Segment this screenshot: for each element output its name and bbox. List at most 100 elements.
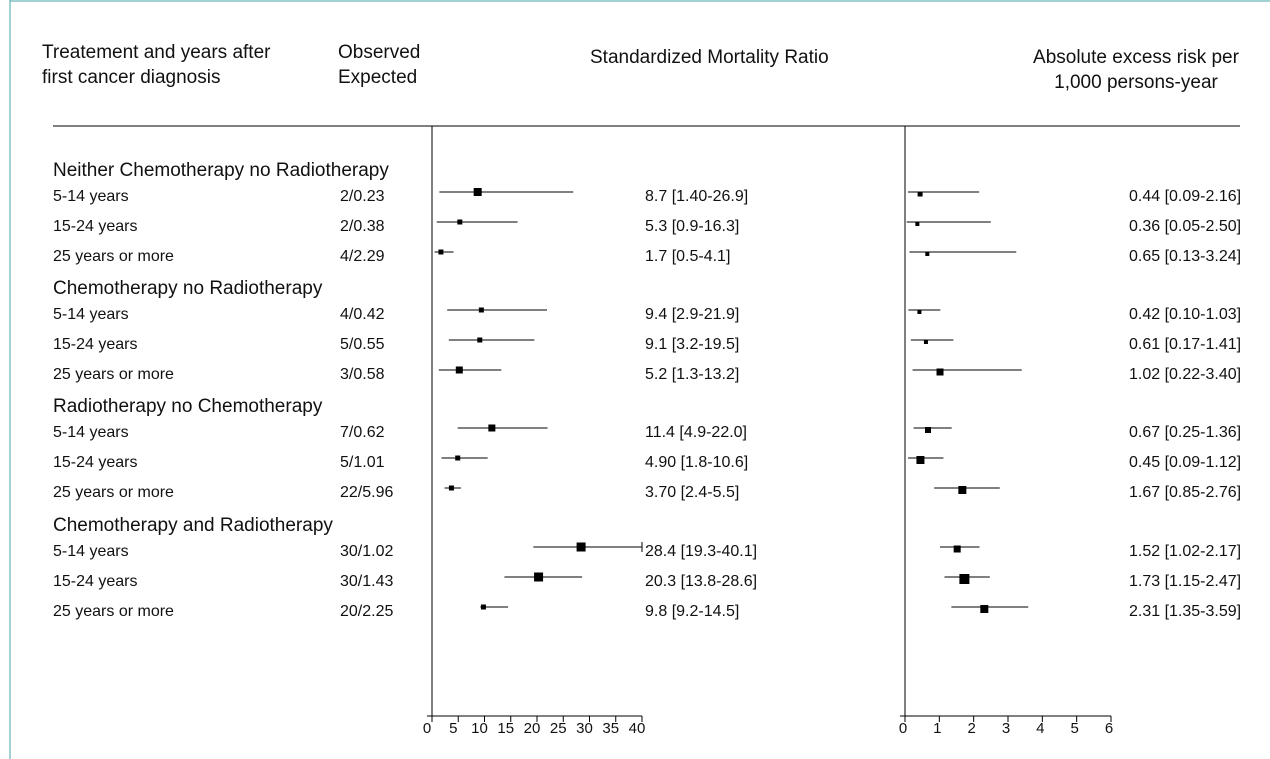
aer-point-marker bbox=[958, 486, 967, 494]
group-title: Radiotherapy no Chemotherapy bbox=[53, 396, 323, 417]
smr-x-tick-label: 20 bbox=[524, 720, 541, 737]
row-smr-text: 1.7 [0.5-4.1] bbox=[645, 248, 731, 265]
row-aer-text: 0.67 [0.25-1.36] bbox=[1129, 424, 1242, 441]
aer-x-tick-label: 0 bbox=[899, 720, 907, 737]
smr-x-tick-label: 40 bbox=[629, 720, 646, 737]
row-smr-text: 28.4 [19.3-40.1] bbox=[645, 543, 758, 560]
header-obs-exp: Observed Expected bbox=[338, 40, 420, 90]
header-treatment-line1: Treatement and years after bbox=[42, 42, 271, 63]
aer-x-tick-label: 5 bbox=[1070, 720, 1078, 737]
smr-x-tick-label: 15 bbox=[497, 720, 514, 737]
smr-point-marker bbox=[473, 188, 482, 196]
smr-point-marker bbox=[455, 455, 461, 461]
aer-point-marker bbox=[916, 456, 925, 464]
row-obs-exp: 4/0.42 bbox=[340, 306, 385, 323]
aer-x-tick-label: 6 bbox=[1105, 720, 1113, 737]
group-title: Chemotherapy and Radiotherapy bbox=[53, 515, 333, 536]
row-aer-text: 1.52 [1.02-2.17] bbox=[1129, 543, 1242, 560]
header-treatment: Treatement and years after first cancer … bbox=[42, 40, 270, 90]
aer-point-marker bbox=[923, 340, 928, 344]
row-smr-text: 8.7 [1.40-26.9] bbox=[645, 188, 749, 205]
row-label: 15-24 years bbox=[53, 336, 138, 353]
smr-point-marker bbox=[478, 307, 484, 313]
smr-point-marker bbox=[488, 424, 496, 432]
row-obs-exp: 5/1.01 bbox=[340, 454, 385, 471]
row-aer-text: 0.65 [0.13-3.24] bbox=[1129, 248, 1242, 265]
header-aer-line2: 1,000 persons-year bbox=[1054, 72, 1218, 93]
smr-x-tick-label: 10 bbox=[471, 720, 488, 737]
header-aer: Absolute excess risk per 1,000 persons-y… bbox=[1016, 45, 1256, 95]
group-title: Chemotherapy no Radiotherapy bbox=[53, 278, 323, 299]
row-aer-text: 1.67 [0.85-2.76] bbox=[1129, 484, 1242, 501]
smr-x-tick-label: 0 bbox=[423, 720, 431, 737]
aer-x-tick-label: 4 bbox=[1036, 720, 1044, 737]
row-aer-text: 0.61 [0.17-1.41] bbox=[1129, 336, 1242, 353]
smr-x-tick-label: 30 bbox=[576, 720, 593, 737]
row-obs-exp: 7/0.62 bbox=[340, 424, 385, 441]
aer-point-marker bbox=[925, 252, 930, 256]
row-obs-exp: 3/0.58 bbox=[340, 366, 385, 383]
group-title: Neither Chemotherapy no Radiotherapy bbox=[53, 160, 389, 181]
row-label: 15-24 years bbox=[53, 218, 138, 235]
smr-x-tick-label: 35 bbox=[602, 720, 619, 737]
smr-point-marker bbox=[457, 219, 463, 225]
row-obs-exp: 2/0.23 bbox=[340, 188, 385, 205]
row-smr-text: 5.2 [1.3-13.2] bbox=[645, 366, 740, 383]
row-label: 15-24 years bbox=[53, 573, 138, 590]
row-aer-text: 2.31 [1.35-3.59] bbox=[1129, 603, 1242, 620]
aer-point-marker bbox=[917, 191, 923, 197]
row-label: 5-14 years bbox=[53, 424, 129, 441]
row-label: 5-14 years bbox=[53, 306, 129, 323]
row-smr-text: 11.4 [4.9-22.0] bbox=[645, 424, 747, 441]
smr-point-marker bbox=[438, 249, 444, 255]
row-obs-exp: 5/0.55 bbox=[340, 336, 385, 353]
row-smr-text: 4.90 [1.8-10.6] bbox=[645, 454, 749, 471]
smr-point-marker bbox=[477, 337, 483, 343]
header-smr: Standardized Mortality Ratio bbox=[590, 47, 829, 68]
header-observed: Observed bbox=[338, 42, 421, 63]
row-smr-text: 3.70 [2.4-5.5] bbox=[645, 484, 740, 501]
row-obs-exp: 30/1.02 bbox=[340, 543, 394, 560]
row-label: 25 years or more bbox=[53, 603, 174, 620]
row-obs-exp: 30/1.43 bbox=[340, 573, 394, 590]
row-label: 5-14 years bbox=[53, 543, 129, 560]
row-obs-exp: 4/2.29 bbox=[340, 248, 385, 265]
row-aer-text: 0.45 [0.09-1.12] bbox=[1129, 454, 1242, 471]
smr-x-tick-label: 5 bbox=[449, 720, 457, 737]
aer-point-marker bbox=[980, 605, 989, 613]
aer-point-marker bbox=[953, 545, 961, 553]
smr-x-tick-label: 25 bbox=[550, 720, 567, 737]
aer-point-marker bbox=[917, 310, 922, 314]
row-label: 25 years or more bbox=[53, 484, 174, 501]
row-aer-text: 0.42 [0.10-1.03] bbox=[1129, 306, 1242, 323]
aer-point-marker bbox=[915, 222, 920, 226]
row-aer-text: 0.36 [0.05-2.50] bbox=[1129, 218, 1242, 235]
row-smr-text: 9.4 [2.9-21.9] bbox=[645, 306, 740, 323]
row-aer-text: 1.02 [0.22-3.40] bbox=[1129, 366, 1242, 383]
header-expected: Expected bbox=[338, 67, 418, 88]
aer-point-marker bbox=[936, 368, 944, 376]
smr-point-marker bbox=[480, 604, 486, 610]
row-obs-exp: 20/2.25 bbox=[340, 603, 394, 620]
header-treatment-line2: first cancer diagnosis bbox=[42, 67, 221, 88]
row-smr-text: 9.8 [9.2-14.5] bbox=[645, 603, 740, 620]
aer-point-marker bbox=[925, 427, 932, 433]
row-label: 25 years or more bbox=[53, 248, 174, 265]
aer-point-marker bbox=[959, 574, 970, 584]
row-smr-text: 20.3 [13.8-28.6] bbox=[645, 573, 758, 590]
smr-point-marker bbox=[534, 572, 544, 582]
row-smr-text: 5.3 [0.9-16.3] bbox=[645, 218, 740, 235]
row-obs-exp: 22/5.96 bbox=[340, 484, 394, 501]
aer-x-tick-label: 3 bbox=[1002, 720, 1010, 737]
row-aer-text: 0.44 [0.09-2.16] bbox=[1129, 188, 1242, 205]
smr-point-marker bbox=[576, 542, 586, 552]
header-aer-line1: Absolute excess risk per bbox=[1033, 47, 1239, 68]
row-smr-text: 9.1 [3.2-19.5] bbox=[645, 336, 740, 353]
row-label: 5-14 years bbox=[53, 188, 129, 205]
aer-x-tick-label: 2 bbox=[967, 720, 975, 737]
row-obs-exp: 2/0.38 bbox=[340, 218, 385, 235]
smr-point-marker bbox=[455, 366, 463, 374]
row-aer-text: 1.73 [1.15-2.47] bbox=[1129, 573, 1242, 590]
